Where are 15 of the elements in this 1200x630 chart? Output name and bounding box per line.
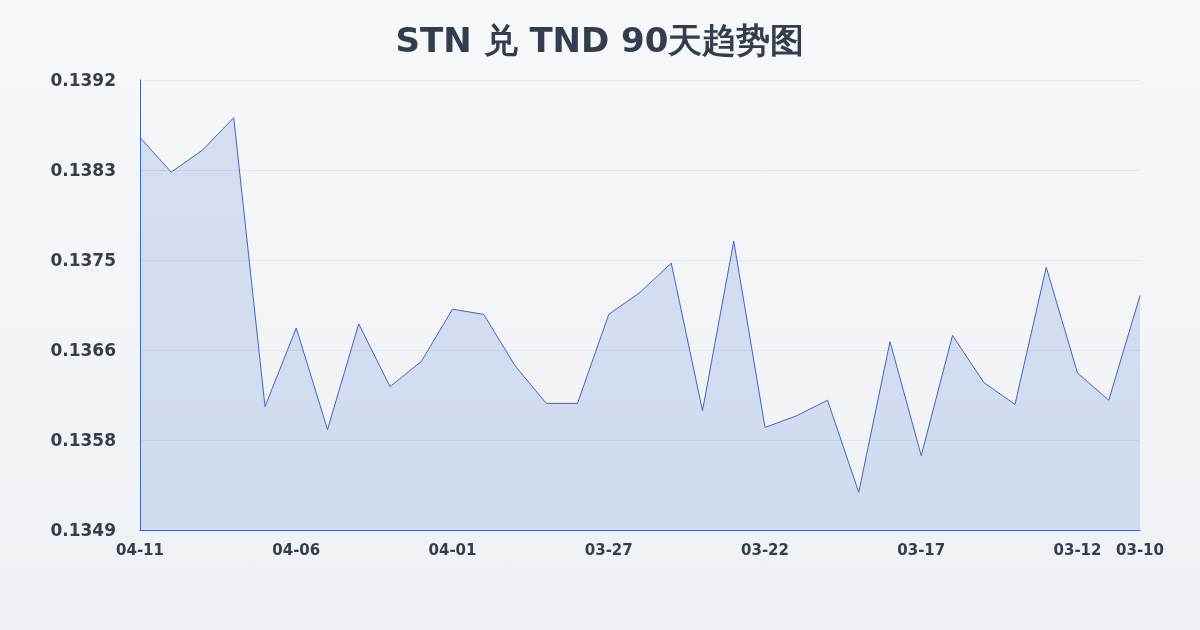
x-tick-label: 04-06	[272, 540, 321, 559]
x-tick-label: 03-27	[584, 540, 633, 559]
y-tick-label: 0.1383	[50, 160, 116, 180]
x-tick-label: 04-01	[428, 540, 477, 559]
chart-title: STN 兑 TND 90天趋势图	[395, 20, 805, 60]
x-tick-label: 03-17	[897, 540, 946, 559]
x-tick-label: 03-22	[741, 540, 789, 559]
y-tick-label: 0.1392	[50, 70, 116, 90]
x-tick-label: 03-10	[1116, 540, 1164, 559]
y-tick-label: 0.1375	[50, 250, 116, 270]
y-tick-label: 0.1349	[50, 520, 116, 540]
x-tick-label: 03-12	[1053, 540, 1102, 559]
x-tick-label: 04-11	[116, 540, 164, 559]
y-tick-label: 0.1366	[50, 340, 116, 360]
y-tick-label: 0.1358	[50, 430, 116, 450]
